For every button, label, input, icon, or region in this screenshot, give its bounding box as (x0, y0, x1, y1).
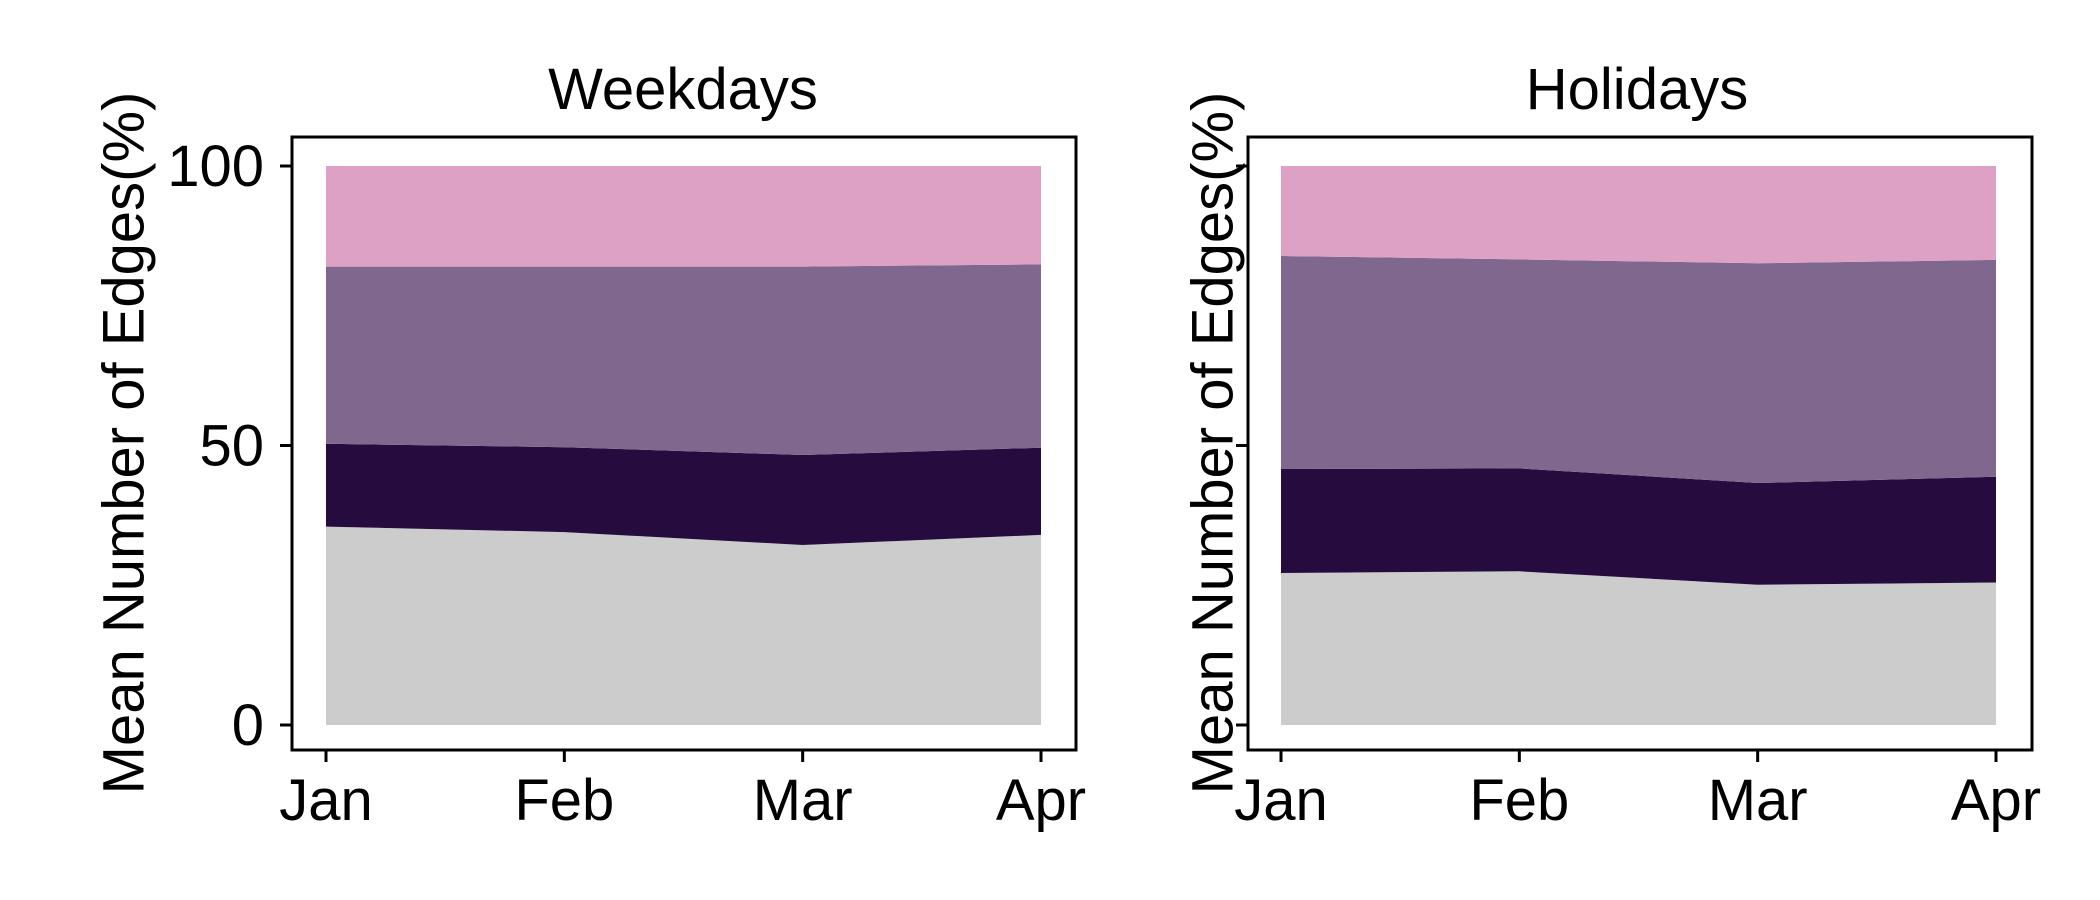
y-axis (1236, 164, 1248, 727)
panel-holidays: Jan Feb Mar Apr Holidays Mean Number of Edg… (1180, 57, 2041, 833)
stacked-areas (1281, 166, 1996, 725)
x-tick-label: Apr (996, 768, 1086, 833)
area-layer-1 (1281, 571, 1996, 725)
x-axis: Jan Feb Mar Apr (279, 750, 1086, 833)
area-layer-4 (1281, 166, 1996, 264)
y-axis-label: Mean Number of Edges(%) (91, 92, 156, 795)
panel-title: Weekdays (548, 57, 818, 122)
plot-frame (290, 135, 1078, 752)
stacked-areas (326, 166, 1041, 725)
x-tick-label: Apr (1951, 768, 2041, 833)
y-tick-label: 0 (232, 693, 264, 758)
x-tick-label: Mar (753, 768, 853, 833)
area-layer-2 (326, 443, 1041, 545)
y-axis: 0 50 100 (167, 134, 292, 758)
y-axis-label: Mean Number of Edges(%) (1180, 92, 1245, 795)
area-layer-4 (326, 166, 1041, 267)
x-tick-label: Jan (279, 768, 373, 833)
x-axis: Jan Feb Mar Apr (1234, 750, 2041, 833)
area-layer-1 (326, 526, 1041, 725)
area-layer-2 (1281, 468, 1996, 585)
y-tick-label: 100 (167, 134, 264, 199)
panel-title: Holidays (1526, 57, 1748, 122)
x-tick-label: Feb (1469, 768, 1569, 833)
area-layer-3 (1281, 256, 1996, 483)
x-tick-label: Feb (514, 768, 614, 833)
y-tick-label: 50 (199, 414, 264, 479)
area-layer-3 (326, 264, 1041, 455)
x-tick-label: Mar (1708, 768, 1808, 833)
plot-frame (1246, 135, 2034, 752)
x-tick-label: Jan (1234, 768, 1328, 833)
panel-weekdays: Jan Feb Mar Apr 0 50 100 Weekdays Mean Number… (91, 57, 1086, 833)
